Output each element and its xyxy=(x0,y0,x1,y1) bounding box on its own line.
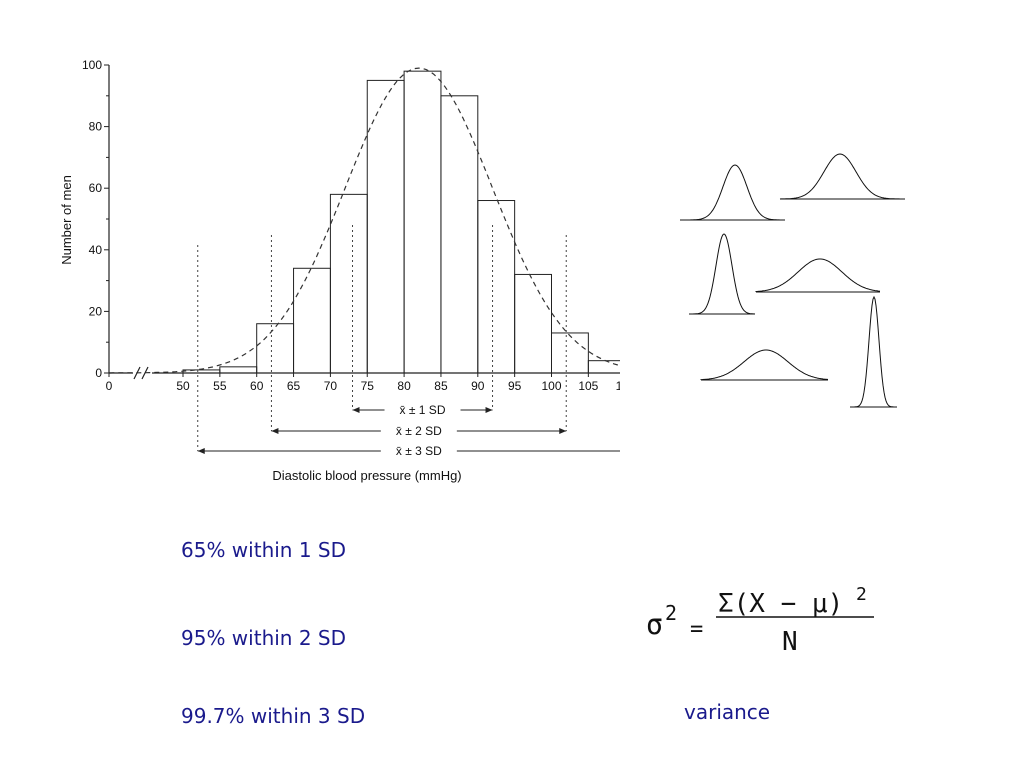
y-tick-label: 80 xyxy=(89,120,103,134)
x-tick-label: 0 xyxy=(106,379,113,393)
normal-curve-sketch xyxy=(755,258,881,292)
arrowhead-icon xyxy=(485,407,493,413)
normal-curve-overlay xyxy=(109,67,620,374)
formula-numerator-exponent: 2 xyxy=(856,584,867,605)
variance-formula: σ 2 = Σ(X − μ) 2 N xyxy=(646,584,874,657)
histogram-bar xyxy=(587,360,620,374)
x-tick-label: 90 xyxy=(471,379,485,393)
axis-break-icon xyxy=(133,366,149,380)
x-tick-label: 100 xyxy=(541,379,561,393)
formula-equals: = xyxy=(690,617,703,642)
histogram-bar xyxy=(256,323,295,374)
stat-within-3-sd: 99.7% within 3 SD xyxy=(181,704,366,728)
formula-numerator: Σ(X − μ) xyxy=(718,589,843,619)
x-tick-label: 105 xyxy=(578,379,598,393)
formula-lhs-exponent: 2 xyxy=(665,601,677,625)
histogram-chart: 0 20 40 60 80 100 0 50 55 60 65 70 75 80 85 90 95 100 105 1… xyxy=(59,58,620,483)
normal-curve-sketch xyxy=(680,164,785,221)
stat-within-1-sd: 65% within 1 SD xyxy=(181,538,347,562)
variance-label: variance xyxy=(684,700,771,724)
normal-curve-sketch xyxy=(689,233,756,315)
histogram-bar xyxy=(329,193,368,374)
x-tick-label: 95 xyxy=(508,379,522,393)
x-tick-label: 55 xyxy=(213,379,227,393)
x-tick-label: 85 xyxy=(434,379,448,393)
y-tick-label: 100 xyxy=(82,58,102,72)
arrowhead-icon xyxy=(559,428,567,434)
normal-curve-sketch xyxy=(779,153,905,200)
formula-lhs: σ xyxy=(646,608,663,641)
histogram-bar xyxy=(477,200,516,374)
arrowhead-icon xyxy=(352,407,360,413)
x-tick-label: 75 xyxy=(361,379,375,393)
arrowhead-icon xyxy=(271,428,279,434)
histogram-bar xyxy=(514,273,553,374)
x-tick-label: 70 xyxy=(324,379,338,393)
x-tick-label: 50 xyxy=(176,379,190,393)
normal-curve-sketch xyxy=(850,295,897,408)
x-tick-label: 80 xyxy=(397,379,411,393)
sd-range-label: x̄ ± 2 SD xyxy=(396,424,442,438)
y-tick-label: 60 xyxy=(89,181,103,195)
y-tick-label: 40 xyxy=(89,243,103,257)
normal-curve-sketch xyxy=(700,349,828,381)
x-axis-label: Diastolic blood pressure (mmHg) xyxy=(272,468,461,483)
histogram-bar xyxy=(219,366,258,374)
histogram-bar xyxy=(366,79,405,374)
stat-within-2-sd: 95% within 2 SD xyxy=(181,626,347,650)
histogram-bar xyxy=(551,332,589,374)
y-tick-label: 0 xyxy=(95,366,102,380)
sd-range-label: x̄ ± 1 SD xyxy=(400,403,446,417)
sd-range-label: x̄ ± 3 SD xyxy=(396,444,442,458)
histogram-bar xyxy=(293,267,331,374)
y-tick-label: 20 xyxy=(89,304,103,318)
x-tick-label: 60 xyxy=(250,379,264,393)
normal-curves-panel xyxy=(680,153,905,408)
formula-denominator: N xyxy=(782,627,798,657)
arrowhead-icon xyxy=(197,448,205,454)
x-tick-label: 110 xyxy=(616,379,620,393)
histogram-bar xyxy=(403,70,442,374)
x-tick-label: 65 xyxy=(287,379,301,393)
y-axis-label: Number of men xyxy=(59,175,74,265)
